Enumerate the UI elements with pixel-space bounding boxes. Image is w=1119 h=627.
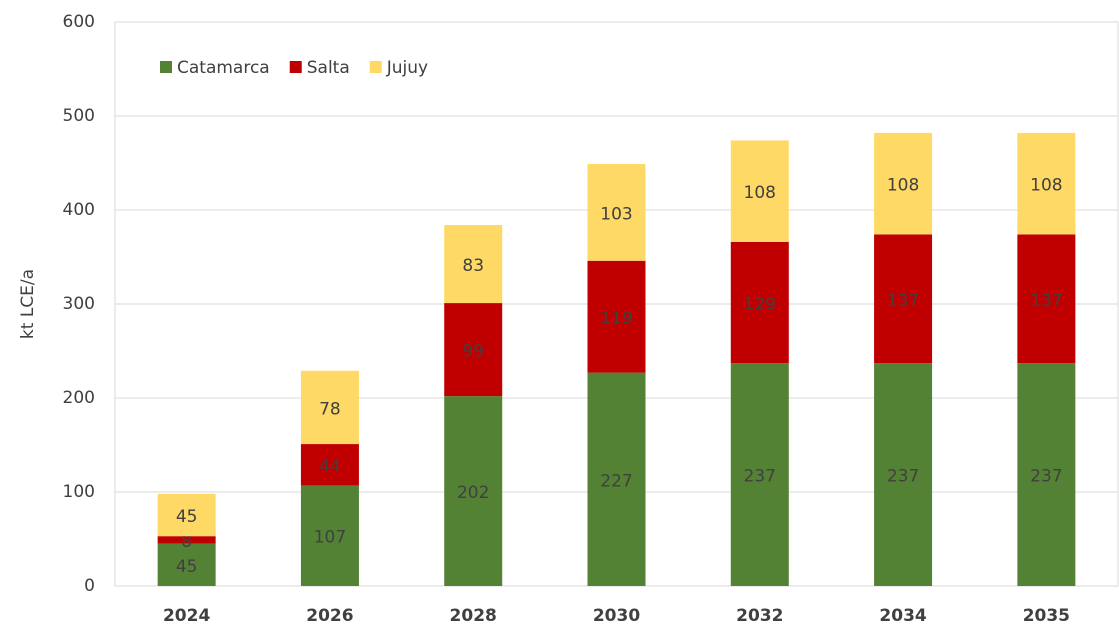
bar	[444, 225, 503, 304]
bar	[444, 303, 503, 397]
bar	[157, 543, 216, 586]
y-axis-label: kt LCE/a	[18, 269, 38, 339]
data-label: 44	[319, 457, 341, 477]
data-label: 45	[176, 557, 198, 577]
legend-label: Catamarca	[177, 58, 270, 78]
x-tick-label: 2024	[163, 606, 210, 626]
bar	[1017, 234, 1076, 364]
data-label: 227	[600, 471, 632, 491]
data-label: 8	[181, 532, 192, 552]
y-tick-label: 100	[63, 482, 95, 502]
bar	[874, 363, 933, 586]
data-label: 137	[1030, 291, 1062, 311]
data-label: 103	[600, 204, 632, 224]
data-label: 237	[887, 467, 919, 487]
data-label: 137	[887, 291, 919, 311]
legend-label: Salta	[307, 58, 350, 78]
bar	[587, 372, 646, 586]
y-tick-label: 0	[84, 576, 95, 596]
bar	[157, 536, 216, 544]
x-tick-label: 2026	[306, 606, 353, 626]
data-label: 78	[319, 399, 341, 419]
x-tick-label: 2028	[450, 606, 497, 626]
data-label: 129	[744, 295, 776, 315]
bar	[1017, 363, 1076, 586]
y-tick-label: 400	[63, 200, 95, 220]
x-tick-label: 2034	[879, 606, 926, 626]
y-tick-label: 300	[63, 294, 95, 314]
data-label: 45	[176, 507, 198, 527]
bar	[587, 163, 646, 261]
data-label: 202	[457, 483, 489, 503]
y-tick-label: 200	[63, 388, 95, 408]
bar	[730, 140, 789, 242]
bar	[300, 370, 359, 445]
bar	[157, 493, 216, 537]
legend-swatch	[369, 61, 382, 73]
bar	[300, 485, 359, 586]
data-label: 83	[462, 256, 484, 276]
data-label: 108	[1030, 176, 1062, 196]
bar	[874, 234, 933, 364]
bar	[730, 363, 789, 586]
data-label: 119	[600, 309, 632, 329]
bar	[444, 396, 503, 586]
data-label: 108	[887, 176, 919, 196]
x-tick-label: 2035	[1023, 606, 1070, 626]
bar	[730, 241, 789, 364]
x-tick-label: 2032	[736, 606, 783, 626]
data-label: 237	[1030, 467, 1062, 487]
bar	[587, 260, 646, 373]
y-tick-label: 600	[63, 12, 95, 32]
data-label: 108	[744, 183, 776, 203]
bar	[1017, 132, 1076, 235]
y-tick-label: 500	[63, 106, 95, 126]
legend-swatch	[160, 61, 172, 73]
data-label: 107	[314, 528, 346, 548]
x-tick-label: 2030	[593, 606, 640, 626]
legend-label: Jujuy	[386, 58, 428, 78]
bar	[874, 132, 933, 235]
data-label: 99	[462, 342, 484, 362]
legend-swatch	[289, 61, 302, 73]
data-label: 237	[744, 467, 776, 487]
bar	[300, 444, 359, 486]
